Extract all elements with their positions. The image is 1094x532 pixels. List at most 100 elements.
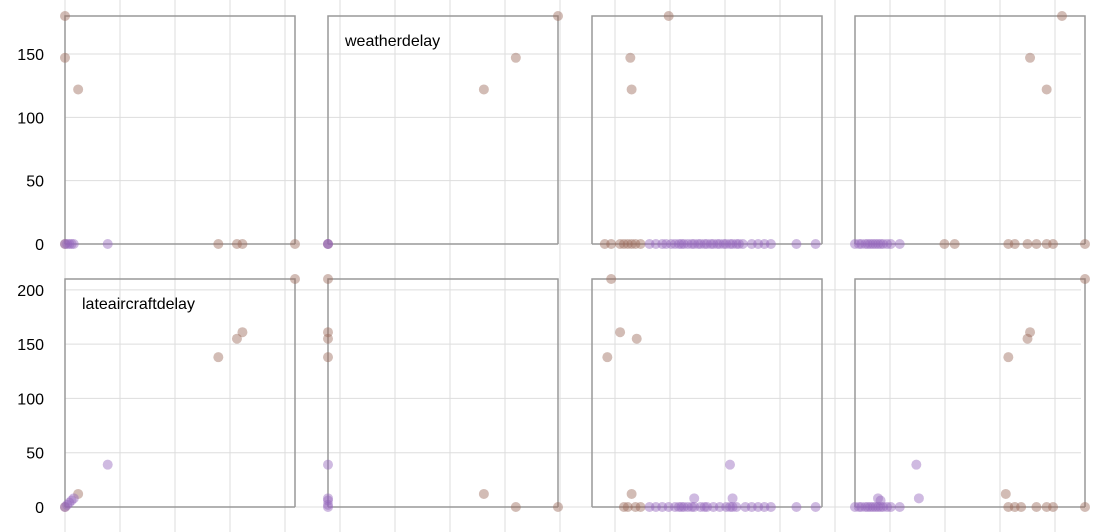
purple-point — [673, 502, 684, 512]
brown-point — [1025, 327, 1036, 338]
purple-point — [870, 502, 881, 512]
brown-point — [599, 239, 610, 249]
purple-point — [765, 239, 776, 249]
purple-point — [875, 495, 886, 506]
purple-point — [686, 502, 697, 512]
y-tick-label: 50 — [26, 446, 44, 463]
panel-frame — [854, 15, 1086, 244]
purple-point — [676, 502, 687, 512]
purple-point — [867, 239, 878, 249]
purple-point — [666, 239, 677, 249]
brown-point — [1041, 502, 1052, 512]
purple-point — [865, 239, 876, 249]
y-tick-label: 50 — [26, 174, 44, 191]
purple-point — [670, 502, 681, 512]
data-points — [60, 11, 1090, 512]
panel-title: weatherdelay — [344, 33, 440, 50]
purple-point — [865, 502, 876, 512]
purple-point — [862, 239, 873, 249]
brown-point — [1080, 239, 1090, 249]
panel-frame — [591, 278, 823, 507]
purple-point — [323, 239, 333, 249]
brown-point — [1003, 239, 1014, 249]
purple-point — [102, 239, 113, 249]
purple-point — [66, 495, 77, 506]
purple-point — [850, 502, 860, 512]
purple-point — [810, 239, 821, 249]
brown-point — [1003, 352, 1014, 363]
grid-layer — [64, 0, 1081, 532]
y-tick-label: 0 — [35, 237, 44, 254]
brown-point — [323, 327, 333, 338]
purple-point — [702, 502, 712, 512]
panel-frame — [591, 15, 823, 244]
purple-point — [679, 239, 689, 249]
brown-point — [60, 52, 70, 63]
purple-point — [878, 502, 889, 512]
brown-point — [60, 502, 70, 512]
purple-point — [878, 239, 889, 249]
purple-point — [727, 239, 738, 249]
purple-point — [66, 239, 77, 249]
purple-point — [676, 239, 687, 249]
brown-point — [510, 502, 521, 512]
purple-point — [860, 502, 871, 512]
purple-point — [102, 459, 113, 470]
purple-point — [708, 239, 719, 249]
brown-point — [478, 84, 489, 95]
brown-point — [1009, 239, 1020, 249]
brown-point — [635, 239, 646, 249]
purple-point — [650, 502, 661, 512]
brown-point — [553, 11, 563, 21]
purple-point — [853, 502, 864, 512]
brown-point — [615, 239, 626, 249]
brown-point — [323, 333, 333, 344]
brown-point — [626, 239, 637, 249]
purple-point — [682, 239, 693, 249]
purple-point — [721, 239, 732, 249]
panel-frame — [327, 278, 559, 507]
brown-point — [1025, 52, 1036, 63]
purple-point — [733, 239, 744, 249]
brown-point — [631, 333, 642, 344]
purple-point — [68, 493, 79, 504]
purple-point — [323, 502, 333, 512]
brown-point — [60, 11, 70, 21]
y-tick-label: 100 — [17, 110, 44, 127]
brown-point — [1041, 84, 1052, 95]
purple-point — [323, 239, 333, 249]
purple-point — [725, 459, 735, 470]
purple-point — [702, 239, 712, 249]
brown-point — [290, 239, 300, 249]
purple-point — [885, 239, 896, 249]
brown-point — [213, 239, 224, 249]
purple-point — [708, 502, 719, 512]
purple-point — [64, 239, 75, 249]
brown-point — [615, 327, 626, 338]
y-tick-label: 0 — [35, 500, 44, 517]
purple-point — [60, 502, 70, 512]
brown-point — [618, 239, 629, 249]
purple-point — [670, 239, 681, 249]
purple-point — [894, 502, 905, 512]
brown-point — [73, 84, 84, 95]
brown-point — [237, 327, 248, 338]
purple-point — [737, 239, 748, 249]
brown-point — [1016, 502, 1027, 512]
purple-point — [746, 239, 757, 249]
brown-point — [60, 239, 70, 249]
purple-point — [862, 502, 873, 512]
y-tick-label: 150 — [17, 47, 44, 64]
brown-point — [231, 333, 242, 344]
brown-point — [606, 239, 617, 249]
brown-point — [635, 502, 646, 512]
brown-point — [622, 239, 633, 249]
brown-point — [622, 502, 633, 512]
brown-point — [663, 11, 674, 21]
purple-point — [699, 502, 710, 512]
purple-point — [875, 239, 886, 249]
purple-point — [712, 239, 723, 249]
purple-point — [714, 502, 725, 512]
brown-point — [1022, 333, 1033, 344]
